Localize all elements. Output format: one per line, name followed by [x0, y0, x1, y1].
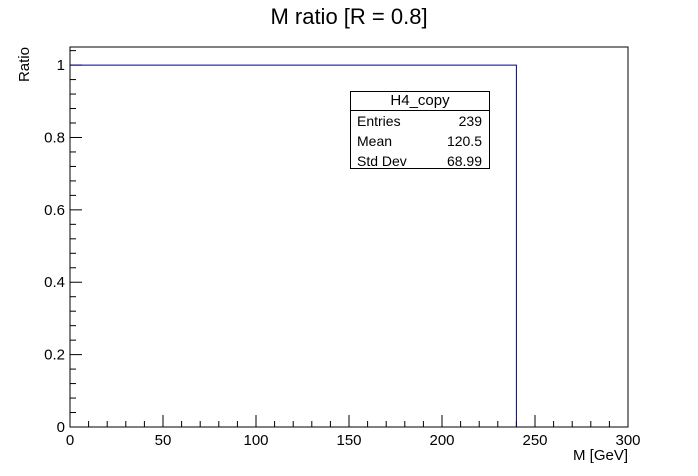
- y-tick-label: 0: [57, 419, 65, 436]
- stats-label: Entries: [357, 113, 401, 129]
- x-tick-label: 0: [66, 432, 74, 449]
- y-tick-label: 0.2: [44, 347, 65, 364]
- x-axis-label: M [GeV]: [573, 447, 628, 464]
- chart-title: M ratio [R = 0.8]: [270, 4, 428, 29]
- stats-value: 120.5: [446, 133, 482, 149]
- y-tick-label: 0.4: [44, 274, 65, 291]
- y-tick-label: 0.6: [44, 202, 65, 219]
- stats-label: Mean: [357, 133, 393, 149]
- x-tick-label: 150: [336, 432, 361, 449]
- stats-value: 68.99: [446, 153, 482, 169]
- stats-value: 239: [458, 113, 482, 129]
- stats-row-mean: Mean 120.5: [351, 131, 489, 151]
- stats-row-std-dev: Std Dev 68.99: [351, 151, 489, 171]
- stats-box: H4_copy Entries 239 Mean 120.5 Std Dev 6…: [350, 91, 490, 169]
- x-tick-label: 200: [429, 432, 454, 449]
- x-tick-label: 250: [522, 432, 547, 449]
- histogram-line: [70, 64, 517, 427]
- stats-box-title: H4_copy: [351, 92, 489, 111]
- x-tick-label: 300: [615, 432, 640, 449]
- x-tick-label: 50: [155, 432, 172, 449]
- x-tick-label: 100: [243, 432, 268, 449]
- stats-label: Std Dev: [357, 153, 407, 169]
- y-tick-label: 0.8: [44, 129, 65, 146]
- plot-frame: [69, 46, 629, 428]
- y-tick-label: 1: [57, 57, 65, 74]
- stats-row-entries: Entries 239: [351, 111, 489, 131]
- y-axis-label: Ratio: [16, 47, 33, 82]
